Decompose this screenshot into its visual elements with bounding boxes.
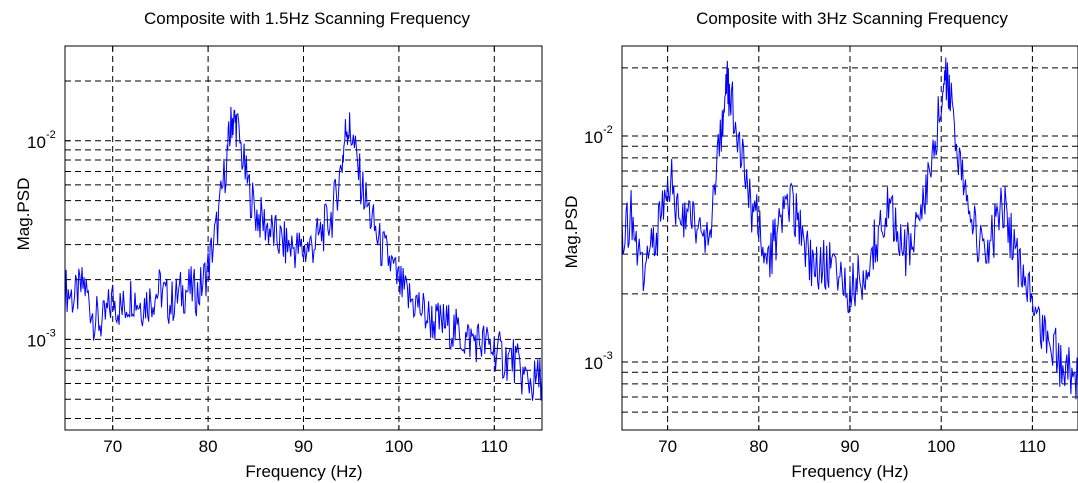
left-y-tick-exponent: -3 <box>46 327 56 339</box>
right-y-axis-label: Mag.PSD <box>562 196 581 269</box>
right-chart-panel: Composite with 3Hz Scanning Frequency Fr… <box>562 9 1078 481</box>
right-y-tick-label: 10 <box>584 128 603 147</box>
right-x-tick-label: 100 <box>927 437 955 456</box>
right-x-tick-label: 90 <box>841 437 860 456</box>
left-y-axis-label: Mag.PSD <box>14 178 33 251</box>
left-grid <box>65 45 542 430</box>
left-chart-title: Composite with 1.5Hz Scanning Frequency <box>144 9 470 28</box>
left-x-tick-label: 80 <box>199 437 218 456</box>
left-x-tick-label: 110 <box>481 437 508 456</box>
right-y-tick-label: 10 <box>584 354 603 373</box>
right-x-tick-label: 110 <box>1019 437 1046 456</box>
right-x-tick-label: 80 <box>749 437 768 456</box>
right-x-tick-label: 70 <box>658 437 677 456</box>
left-x-axis-label: Frequency (Hz) <box>245 462 362 481</box>
left-x-tick-label: 100 <box>385 437 413 456</box>
right-chart-title: Composite with 3Hz Scanning Frequency <box>696 9 1008 28</box>
left-x-tick-label: 90 <box>294 437 313 456</box>
left-chart-panel: Composite with 1.5Hz Scanning Frequency … <box>14 9 543 481</box>
left-series-line-0 <box>64 106 543 401</box>
left-y-tick-label: 10 <box>27 133 46 152</box>
left-y-tick-exponent: -2 <box>46 129 56 141</box>
left-y-tick-label: 10 <box>27 331 46 350</box>
right-x-axis-label: Frequency (Hz) <box>791 462 908 481</box>
left-x-tick-label: 70 <box>103 437 122 456</box>
right-series-line-0 <box>621 57 1078 400</box>
right-y-tick-exponent: -3 <box>603 350 613 362</box>
right-y-tick-exponent: -2 <box>603 124 613 136</box>
